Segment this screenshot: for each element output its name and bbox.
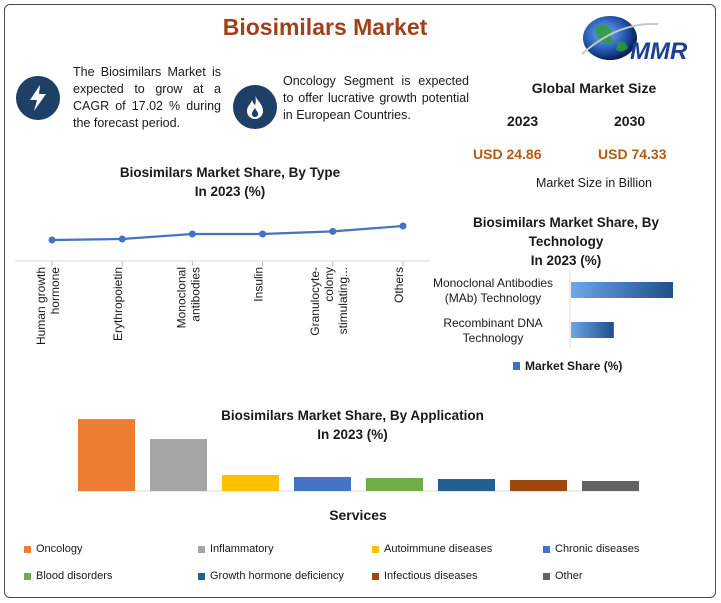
- page-title: Biosimilars Market: [222, 14, 428, 40]
- value-2030: USD 74.33: [598, 146, 667, 162]
- type-series-line: [51, 224, 404, 242]
- type-tick-label: Others: [392, 267, 406, 303]
- type-tick-label: Granulocyte-colonystimulating...: [308, 267, 350, 336]
- app-legend-swatch: [543, 545, 550, 553]
- app-legend-swatch: [372, 545, 379, 553]
- app-legend-item: Growth hormone deficiency: [198, 570, 344, 582]
- year-2023: 2023: [507, 113, 539, 129]
- app-bar: [438, 479, 495, 491]
- app-bar: [150, 439, 207, 491]
- type-point: [259, 230, 267, 238]
- year-2030: 2030: [614, 113, 646, 129]
- type-tick-label: Insulin: [252, 267, 266, 302]
- app-bar: [510, 480, 567, 491]
- app-legend-item: Inflammatory: [198, 543, 274, 555]
- app-legend-item: Chronic diseases: [543, 543, 639, 555]
- tech-category-label: Monoclonal Antibodies (MAb) Technology: [433, 276, 553, 305]
- application-chart-title: Biosimilars Market Share, By Application…: [221, 408, 484, 442]
- type-tick-label: Human growthhormone: [34, 267, 62, 345]
- app-bar: [294, 477, 351, 491]
- app-bar: [582, 481, 639, 491]
- tech-category-label: Recombinant DNA Technology: [443, 316, 542, 345]
- app-bar: [366, 478, 423, 491]
- technology-chart-title: Biosimilars Market Share, By Technology …: [472, 215, 660, 268]
- app-bar: [222, 475, 279, 491]
- tech-bar: [571, 322, 614, 338]
- type-line-chart: Human growthhormone Erythropoietin Monoclo…: [15, 222, 430, 345]
- app-bar: [78, 419, 135, 491]
- technology-bar-chart: Monoclonal Antibodies (MAb) Technology Rec…: [433, 270, 673, 373]
- infographic-frame: [4, 4, 716, 598]
- tech-legend-swatch: [513, 362, 520, 370]
- tech-bar: [571, 282, 673, 298]
- flame-icon: [233, 85, 277, 129]
- application-x-label: Services: [329, 507, 387, 523]
- logo-text: MMR: [630, 38, 688, 65]
- market-size-unit: Market Size in Billion: [535, 176, 652, 190]
- app-legend-swatch: [372, 572, 379, 580]
- fact-cagr: The Biosimilars Market is expected to gr…: [73, 65, 221, 130]
- app-legend-item: Other: [543, 570, 583, 582]
- app-legend-swatch: [543, 572, 550, 580]
- value-2023: USD 24.86: [473, 146, 542, 162]
- app-legend-label: Other: [555, 570, 583, 582]
- app-legend-swatch: [24, 545, 31, 553]
- tech-legend-label: Market Share (%): [525, 359, 622, 373]
- app-legend-label: Blood disorders: [36, 570, 113, 582]
- mmr-logo: MMR: [581, 16, 688, 65]
- app-legend-label: Autoimmune diseases: [384, 543, 493, 555]
- type-point: [118, 235, 126, 243]
- app-legend-item: Blood disorders: [24, 570, 112, 582]
- lightning-icon: [16, 76, 60, 120]
- type-tick-label: Monoclonalantibodies: [174, 267, 202, 328]
- app-legend-label: Infectious diseases: [384, 570, 478, 582]
- type-tick-label: Erythropoietin: [111, 267, 125, 341]
- app-legend-label: Growth hormone deficiency: [210, 570, 344, 582]
- app-legend-item: Autoimmune diseases: [372, 543, 492, 555]
- app-legend-swatch: [198, 572, 205, 580]
- app-legend-label: Chronic diseases: [555, 543, 640, 555]
- type-point: [188, 230, 196, 238]
- type-point: [329, 227, 337, 235]
- app-legend-swatch: [198, 545, 205, 553]
- type-point: [399, 222, 407, 230]
- type-chart-title: Biosimilars Market Share, By Type In 202…: [119, 165, 341, 199]
- app-legend-item: Infectious diseases: [372, 570, 478, 582]
- global-market-title: Global Market Size: [531, 80, 657, 96]
- app-legend-label: Inflammatory: [210, 543, 274, 555]
- application-bar-chart: [75, 419, 640, 492]
- app-legend-label: Oncology: [36, 543, 83, 555]
- app-legend-item: Oncology: [24, 543, 82, 555]
- type-point: [48, 236, 56, 244]
- fact-oncology: Oncology Segment is expected to offer lu…: [283, 74, 469, 122]
- app-legend-swatch: [24, 572, 31, 580]
